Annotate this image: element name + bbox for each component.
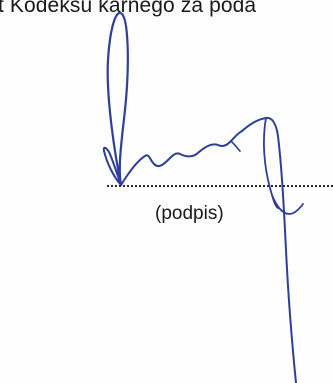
signature-caption: (podpis) xyxy=(155,203,224,224)
signature-dotted-line xyxy=(107,185,333,187)
legal-text-fragment: t Kodeksu karnego za poda xyxy=(0,0,257,17)
